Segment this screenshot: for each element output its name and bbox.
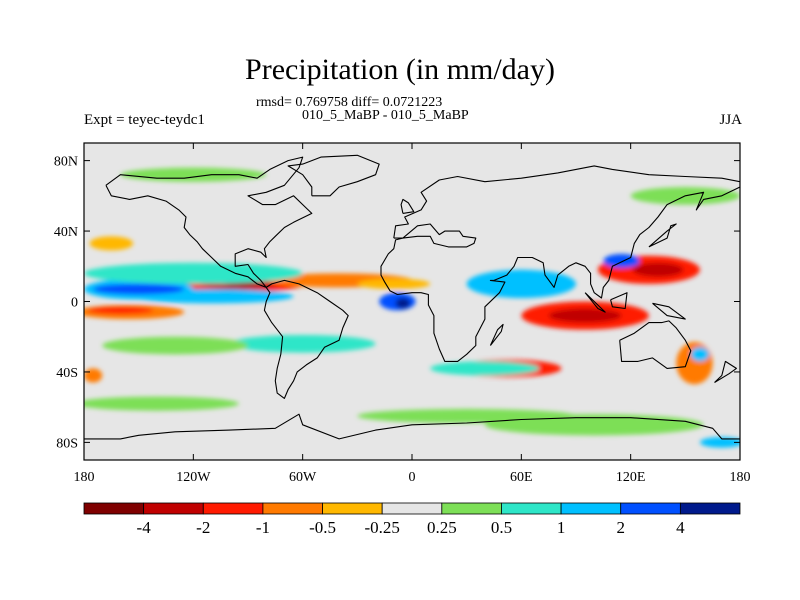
anomaly-region-31 [89, 236, 134, 251]
coastline-new-guinea [652, 302, 686, 320]
colorbar-label: 1 [557, 518, 566, 537]
y-tick-label: 0 [71, 296, 78, 311]
anomaly-region-10 [229, 334, 376, 353]
y-tick-label: 40S [56, 366, 78, 381]
colorbar-swatch [620, 502, 681, 515]
colorbar-label: 2 [616, 518, 625, 537]
colorbar-label: -4 [137, 518, 152, 537]
expt-label: Expt = teyec-teydc1 [84, 112, 205, 128]
anomaly-region-7 [84, 262, 303, 284]
season-label: JJA [719, 112, 742, 128]
colorbar-label: -1 [256, 518, 270, 537]
anomaly-region-29 [120, 167, 267, 182]
anomaly-region-24 [430, 361, 540, 376]
colorbar-label: 4 [676, 518, 685, 537]
x-tick-label: 180 [730, 470, 751, 485]
anomaly-region-12 [84, 368, 103, 383]
colorbar-label: -2 [196, 518, 210, 537]
x-tick-label: 120E [616, 470, 646, 485]
colorbar-swatch [262, 502, 323, 515]
anomaly-region-26 [690, 347, 710, 362]
colorbar-swatch [441, 502, 502, 515]
anomaly-region-6 [93, 283, 185, 295]
case-label: 010_5_MaBP - 010_5_MaBP [302, 108, 469, 123]
coastline-layer [84, 154, 740, 440]
coastline-new-zealand [714, 360, 737, 383]
axis-layer: 180 120W 60W 0 60E 120E 180 80N 40N 0 40S 80S [54, 143, 751, 485]
anomaly-region-18 [548, 308, 622, 323]
colorbar-label: -0.25 [364, 518, 399, 537]
colorbar-swatch [560, 502, 622, 515]
x-tick-label: 60E [510, 470, 533, 485]
anomaly-region-32 [699, 437, 740, 448]
coastline-madagascar [489, 323, 504, 346]
anomaly-region-22 [603, 253, 640, 269]
coastline-australia [619, 320, 692, 369]
coastline-borneo [610, 292, 628, 310]
plot-title: Precipitation (in mm/day) [245, 53, 555, 86]
anomaly-region-20 [632, 262, 684, 277]
colorbar-swatch [381, 502, 443, 515]
colorbar-swatch [202, 502, 264, 515]
x-tick-label: 0 [409, 470, 416, 485]
x-tick-label: 180 [74, 470, 95, 485]
colorbar-label: -0.5 [309, 518, 336, 537]
colorbar: -4 -2 -1 -0.5 -0.25 0.25 0.5 1 2 4 [83, 502, 741, 537]
y-tick-label: 80N [54, 155, 78, 170]
colorbar-swatch [143, 502, 204, 515]
coastline-uk [400, 198, 415, 214]
colorbar-swatch [322, 502, 383, 515]
y-tick-label: 80S [56, 436, 78, 451]
coastline-eurasia-africa [380, 165, 740, 362]
anomaly-region-16 [357, 278, 431, 290]
anomaly-region-9 [87, 306, 154, 314]
colorbar-swatch [679, 502, 741, 515]
y-tick-label: 40N [54, 225, 78, 240]
anomaly-region-28 [357, 408, 576, 424]
coastline-antarctica [84, 413, 740, 440]
x-tick-label: 120W [176, 470, 211, 485]
coastline-sumatra [584, 292, 606, 313]
colorbar-swatch [501, 502, 562, 515]
anomaly-region-21 [466, 269, 576, 298]
coastline-japan [648, 223, 677, 248]
x-tick-label: 60W [289, 470, 317, 485]
coastline-americas [105, 156, 349, 399]
anomaly-region-11 [102, 336, 248, 355]
anomaly-region-13 [84, 396, 239, 411]
stats-text: rmsd= 0.769758 diff= 0.0721223 [256, 95, 443, 110]
colorbar-label: 0.25 [427, 518, 457, 537]
anomaly-region-15 [395, 297, 411, 309]
colorbar-label: 0.5 [491, 518, 512, 537]
coastline-greenland [287, 154, 380, 197]
colorbar-swatch [83, 502, 145, 515]
anomaly-region-25 [676, 342, 713, 385]
